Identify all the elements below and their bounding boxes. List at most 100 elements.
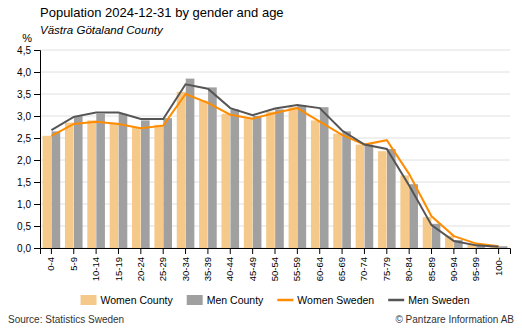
tick-mark [34, 226, 40, 227]
tick: 95-99 [470, 248, 481, 281]
tick: 20-24 [135, 248, 146, 281]
legend-item: Men Sweden [388, 294, 469, 306]
legend-label: Women Sweden [297, 294, 374, 306]
tick-mark [96, 248, 97, 254]
bar [356, 145, 365, 248]
tick-mark [163, 248, 164, 254]
title: Population 2024-12-31 by gender and age [40, 5, 284, 20]
tick-mark [207, 248, 208, 254]
tick-label: 3,5 [17, 89, 31, 100]
tick: 40-44 [224, 248, 235, 281]
bar [378, 151, 387, 248]
tick-mark [386, 248, 387, 254]
tick: 55-59 [291, 248, 302, 281]
tick: 50-54 [269, 248, 280, 281]
bar [298, 105, 307, 248]
chart: Population 2024-12-31 by gender and age V… [0, 0, 522, 330]
tick-label: 75-79 [381, 257, 392, 281]
annotation: Source: Statistics Sweden [8, 314, 124, 325]
tick-label: 2,5 [17, 133, 31, 144]
bar [266, 112, 275, 248]
bar [87, 120, 96, 248]
bar [199, 101, 208, 248]
grid [40, 50, 510, 248]
tick-label: 60-64 [314, 257, 325, 281]
tick: 4,5 [17, 45, 40, 56]
tick-mark [364, 248, 365, 254]
legend: Women CountyMen CountyWomen SwedenMen Sw… [81, 294, 470, 306]
bar [154, 125, 163, 248]
bar [499, 246, 508, 248]
tick: 10-14 [90, 248, 101, 281]
tick: 2,0 [17, 155, 40, 166]
bar [186, 79, 195, 248]
bar [320, 107, 329, 248]
tick: 0,0 [17, 243, 40, 254]
legend-item: Women County [81, 294, 174, 306]
tick-mark [431, 248, 432, 254]
tick-label: 90-94 [448, 257, 459, 281]
legend-label: Men Sweden [408, 294, 469, 306]
tick-mark [34, 248, 40, 249]
tick-mark [498, 248, 499, 254]
tick-label: 80-84 [403, 257, 414, 281]
tick-label: 35-39 [202, 257, 213, 281]
tick-label: 50-54 [269, 257, 280, 281]
legend-swatch [81, 295, 97, 305]
tick: 0,5 [17, 221, 40, 232]
tick: 30-34 [180, 248, 191, 281]
tick-mark [34, 138, 40, 139]
tick-label: 5-9 [68, 257, 79, 271]
tick: 75-79 [381, 248, 392, 281]
bar [141, 120, 150, 248]
bar-series [52, 79, 508, 248]
bar [119, 114, 128, 248]
annotation: © Pantzare Information AB [395, 314, 514, 325]
bar [387, 149, 396, 248]
plot: 0,00,51,01,52,02,53,03,54,04,5%0-45-910-… [17, 32, 510, 281]
tick-label: 45-49 [247, 257, 258, 281]
tick-label: 15-19 [113, 257, 124, 281]
tick: 35-39 [202, 248, 213, 281]
legend-item: Women Sweden [277, 294, 374, 306]
bar [177, 92, 186, 248]
tick-mark [319, 248, 320, 254]
grid-line [40, 94, 510, 95]
bar [400, 175, 409, 248]
tick-mark [453, 248, 454, 254]
axis-line [41, 249, 511, 255]
marks [43, 79, 508, 248]
tick: 15-19 [113, 248, 124, 281]
tick: 0-4 [45, 248, 56, 271]
tick-label: 1,5 [17, 177, 31, 188]
bar [365, 145, 374, 248]
bar [311, 120, 320, 248]
bar [244, 118, 253, 248]
tick: 2,5 [17, 133, 40, 144]
subtitle: Västra Götaland County [40, 24, 164, 36]
tick-label: 70-74 [358, 257, 369, 281]
tick: 4,0 [17, 67, 40, 78]
tick-mark [230, 248, 231, 254]
tick-mark [297, 248, 298, 254]
tick-mark [34, 182, 40, 183]
tick-label: 40-44 [224, 257, 235, 281]
tick-mark [34, 204, 40, 205]
tick-label: 4,5 [17, 45, 31, 56]
bar [52, 131, 61, 248]
legend-swatch [187, 295, 203, 305]
bar [289, 107, 298, 248]
bar [43, 136, 52, 248]
tick-label: 0,0 [17, 243, 31, 254]
axis-line [34, 51, 41, 249]
bar [342, 131, 351, 248]
bar [65, 123, 74, 248]
axis-label: % [22, 32, 32, 44]
tick: 1,0 [17, 199, 40, 210]
tick-mark [34, 116, 40, 117]
bar [74, 116, 83, 248]
bar [221, 114, 230, 248]
tick-mark [51, 248, 52, 254]
y-axis: 0,00,51,01,52,02,53,03,54,04,5 [17, 45, 40, 254]
tick-label: 85-89 [426, 257, 437, 281]
